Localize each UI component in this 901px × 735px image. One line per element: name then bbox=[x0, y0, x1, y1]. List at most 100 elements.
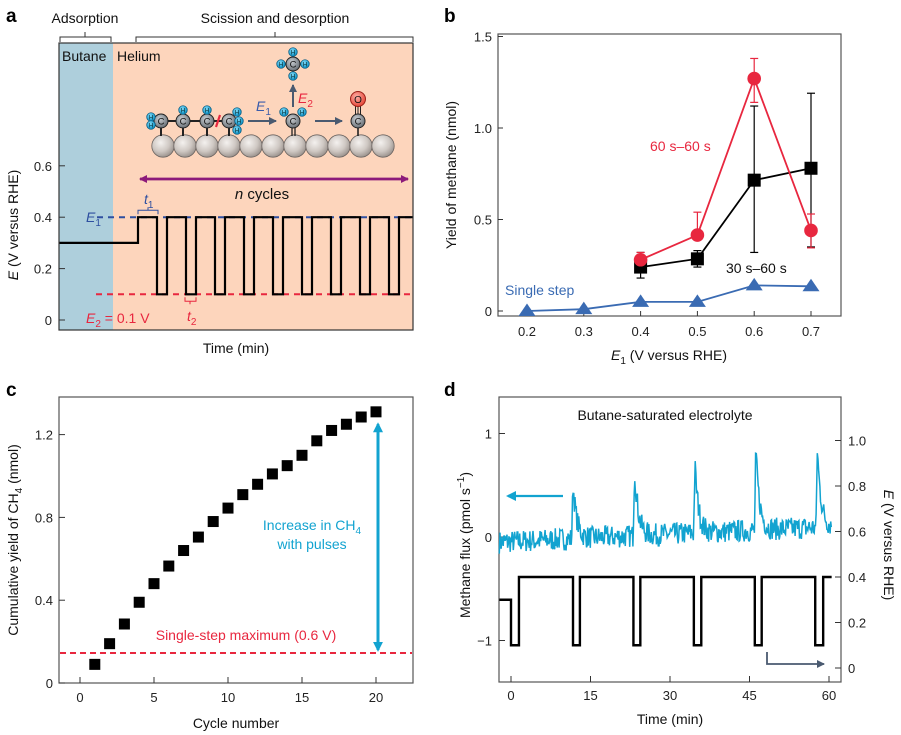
right-axis-arrow bbox=[766, 652, 825, 668]
surface-atom bbox=[151, 134, 175, 158]
potential-trace bbox=[499, 575, 832, 647]
panel-c-x-tick-label: 10 bbox=[221, 690, 235, 705]
data-point-square bbox=[178, 545, 190, 557]
panel-d-x-label: Time (min) bbox=[637, 711, 703, 727]
panel-a: a Adsorption Scission and desorption But… bbox=[5, 6, 414, 356]
hydrogen-atom bbox=[288, 71, 298, 81]
panel-c-y-tick-label: 0.4 bbox=[35, 593, 53, 608]
data-point-square bbox=[163, 560, 175, 572]
surface-atom bbox=[371, 134, 395, 158]
panel-a-y-label: E (V versus RHE) bbox=[5, 170, 21, 280]
hydrogen-atom bbox=[178, 105, 188, 115]
hydrogen-atom-label: H bbox=[149, 115, 153, 121]
E1-label: E1 bbox=[86, 209, 101, 229]
panel-b-series bbox=[518, 57, 820, 316]
hydrogen-atom-label: H bbox=[279, 62, 283, 68]
scission-mark bbox=[214, 114, 222, 128]
panel-c-x-tick-label: 20 bbox=[369, 690, 383, 705]
data-point-square bbox=[326, 424, 338, 436]
panel-a-x-label: Time (min) bbox=[203, 340, 269, 356]
hydrogen-atom-label: H bbox=[235, 128, 239, 134]
surface-atom bbox=[261, 134, 285, 158]
panel-d-right-y-tick-label: 0 bbox=[848, 661, 855, 676]
panel-c-frame bbox=[58, 396, 414, 684]
data-point-triangle bbox=[802, 278, 820, 292]
legend-60s-60s: 60 s–60 s bbox=[650, 138, 711, 154]
t1-bracket bbox=[137, 207, 159, 215]
hydrogen-atom bbox=[146, 120, 156, 130]
panel-letter-c: c bbox=[6, 380, 17, 401]
panel-b-x-tick-label: 0.2 bbox=[518, 324, 536, 339]
hydrogen-atom-label: H bbox=[300, 110, 304, 116]
panel-b-x-tick-label: 0.7 bbox=[802, 324, 820, 339]
panel-b-x-tick-label: 0.4 bbox=[632, 324, 650, 339]
pulse-increase-annotation-line2: with pulses bbox=[276, 536, 346, 552]
panel-letter-a: a bbox=[6, 6, 17, 27]
hydrogen-atom bbox=[300, 59, 310, 69]
panel-b-x-tick-label: 0.3 bbox=[575, 324, 593, 339]
carbon-atom bbox=[285, 113, 301, 129]
carbon-atom-label: C bbox=[290, 60, 297, 71]
panel-letter-b: b bbox=[444, 6, 456, 27]
t2-bracket bbox=[184, 297, 197, 305]
hydrogen-atom-label: H bbox=[282, 110, 286, 116]
panel-c-x-tick-label: 15 bbox=[295, 690, 309, 705]
potential-waveform-plot: E1 E2 = 0.1 V t1 t2 n cycles bbox=[59, 175, 413, 330]
data-point-triangle bbox=[575, 301, 593, 315]
panel-a-y-tick-label: 0.4 bbox=[34, 210, 52, 225]
carbon-atom-label: C bbox=[158, 117, 165, 128]
panel-b-y-tick-label: 0.5 bbox=[474, 213, 492, 228]
helium-label: Helium bbox=[117, 48, 161, 64]
helium-region bbox=[113, 43, 413, 330]
carbon-atom-label: C bbox=[290, 117, 297, 128]
single-step-max-label: Single-step maximum (0.6 V) bbox=[156, 627, 337, 643]
t1-label: t1 bbox=[144, 191, 154, 211]
data-point-triangle bbox=[518, 303, 536, 316]
panel-letter-d: d bbox=[444, 380, 456, 401]
adsorption-bracket bbox=[59, 32, 112, 42]
panel-d: d −1 0 1 0 0.2 0.4 0.6 0.8 1.0 0 15 30 45 60 Butane-s… bbox=[444, 380, 897, 727]
panel-b-y-tick-label: 1.0 bbox=[474, 121, 492, 136]
panel-d-right-y-label: E (V versus RHE) bbox=[881, 490, 897, 600]
hydrogen-atom-label: H bbox=[181, 108, 185, 114]
hydrogen-atom bbox=[234, 116, 244, 126]
hydrogen-atom-label: H bbox=[237, 119, 241, 125]
panel-b: b 0 0.5 1.0 1.5 0.2 0.3 0.4 0.5 0.6 0.7 Yield of … bbox=[443, 6, 842, 367]
hydrogen-atom-label: H bbox=[205, 108, 209, 114]
scission-bracket bbox=[135, 32, 414, 42]
panel-d-x-tick-label: 30 bbox=[663, 688, 677, 703]
hydrogen-atom bbox=[279, 107, 289, 117]
hydrogen-atom-label: H bbox=[291, 74, 295, 80]
panel-a-y-tick-label: 0 bbox=[45, 313, 52, 328]
data-point-square bbox=[296, 449, 308, 461]
data-point-square bbox=[311, 435, 323, 447]
panel-d-right-y-tick-label: 0.6 bbox=[848, 525, 866, 540]
carbon-atom bbox=[350, 113, 366, 129]
hydrogen-atom-label: H bbox=[149, 123, 153, 129]
surface-atom bbox=[195, 134, 219, 158]
series-line-circle bbox=[640, 75, 812, 261]
adsorption-label: Adsorption bbox=[52, 10, 119, 26]
pulse-increase-annotation: Increase in CH4 bbox=[263, 517, 362, 537]
hydrogen-atom bbox=[288, 47, 298, 57]
hydrogen-atom-label: H bbox=[303, 62, 307, 68]
data-point-square bbox=[89, 658, 101, 670]
surface-atom bbox=[305, 134, 329, 158]
panel-c-x-tick-label: 0 bbox=[76, 690, 83, 705]
panel-d-series bbox=[498, 452, 833, 668]
n-cycles-label: n cycles bbox=[235, 186, 289, 203]
data-point-square bbox=[148, 578, 160, 590]
data-point-square bbox=[252, 478, 264, 490]
data-point-square bbox=[281, 460, 293, 472]
panel-d-x-tick-label: 60 bbox=[822, 688, 836, 703]
data-point-square bbox=[133, 596, 145, 608]
surface-atom bbox=[349, 134, 373, 158]
panel-a-y-ticks: 0 0.2 0.4 0.6 bbox=[34, 159, 65, 328]
panel-d-x-tick-label: 45 bbox=[742, 688, 756, 703]
surface-atom bbox=[327, 134, 351, 158]
data-point-square bbox=[266, 468, 278, 480]
panel-c-marks bbox=[60, 406, 412, 670]
potential-waveform bbox=[59, 216, 413, 296]
data-point-circle bbox=[804, 223, 818, 238]
data-point-square bbox=[222, 502, 234, 514]
